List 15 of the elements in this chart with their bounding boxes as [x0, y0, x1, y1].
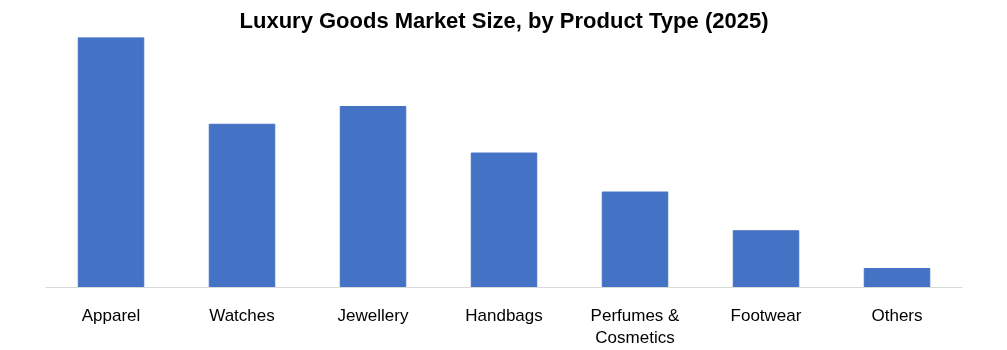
bar — [77, 37, 145, 288]
x-tick-label: Handbags — [465, 305, 543, 325]
x-tick-label: Footwear — [730, 305, 802, 325]
bar — [339, 106, 407, 288]
bar — [208, 123, 276, 288]
x-tick-label: Jewellery — [337, 305, 409, 325]
chart-title: Luxury Goods Market Size, by Product Type (2025) — [239, 7, 769, 33]
bar — [601, 191, 669, 288]
bar — [470, 152, 538, 288]
x-tick-label: Apparel — [81, 305, 141, 325]
bar — [732, 230, 800, 288]
x-tick-label: Watches — [209, 305, 275, 325]
x-tick-label: Others — [871, 305, 923, 325]
bar — [863, 268, 931, 288]
x-tick-label: Perfumes & Cosmetics — [590, 305, 681, 348]
